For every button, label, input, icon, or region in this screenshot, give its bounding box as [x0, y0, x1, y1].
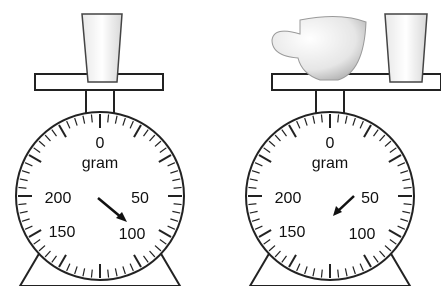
dial-tick: [338, 270, 339, 278]
dial-tick: [91, 114, 92, 122]
dial-tick: [91, 270, 92, 278]
dial-tick: [321, 270, 322, 278]
dial-label: 0: [96, 135, 105, 152]
dial-tick: [338, 114, 339, 122]
scale-left: 0 50 100 150 200 gram: [16, 14, 184, 286]
dial-label: 50: [131, 190, 149, 207]
glass: [82, 14, 122, 82]
glass: [385, 14, 427, 82]
dial-tick: [18, 187, 26, 188]
dial-label: 200: [275, 190, 302, 207]
dial-tick: [248, 187, 256, 188]
dial-label: 100: [119, 226, 146, 243]
dial-label: 50: [361, 190, 379, 207]
dial-label: 150: [279, 224, 306, 241]
unit-label: gram: [312, 155, 348, 172]
dial-tick: [174, 204, 182, 205]
dial-tick: [248, 204, 256, 205]
dial-tick: [321, 114, 322, 122]
cup: [272, 16, 366, 80]
dial-tick: [18, 204, 26, 205]
dial-tick: [108, 270, 109, 278]
dial-tick: [404, 204, 412, 205]
dial-label: 100: [349, 226, 376, 243]
dial-label: 0: [326, 135, 335, 152]
neck: [86, 88, 114, 114]
dial-tick: [108, 114, 109, 122]
scale-right: 0 50 100 150 200 gram: [246, 14, 441, 286]
unit-label: gram: [82, 155, 118, 172]
dial-tick: [174, 187, 182, 188]
dial-tick: [404, 187, 412, 188]
dial-label: 150: [49, 224, 76, 241]
neck: [316, 88, 344, 114]
dial-label: 200: [45, 190, 72, 207]
two-scales: 0 50 100 150 200 gram 0 50 100 150 200 gram: [0, 0, 441, 286]
